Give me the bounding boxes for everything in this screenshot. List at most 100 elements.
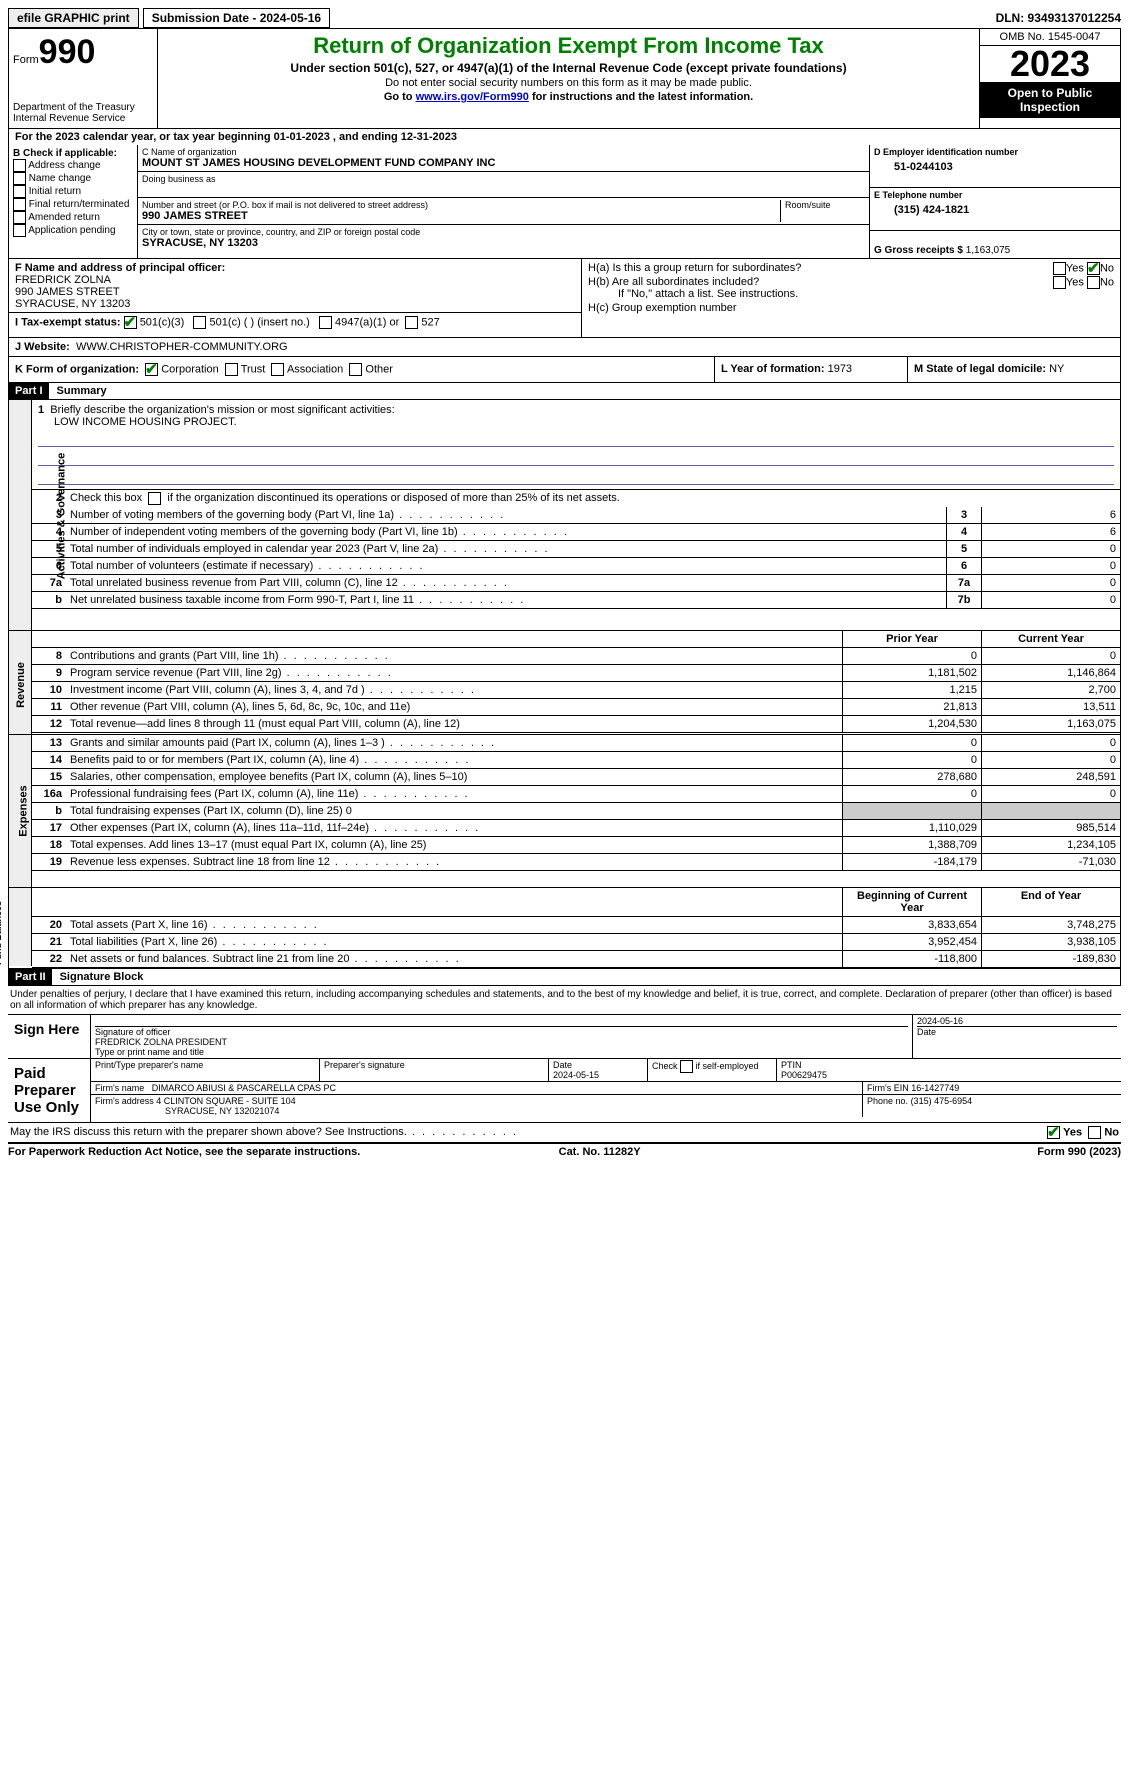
checkbox-corporation[interactable] (145, 363, 158, 376)
checkbox-discuss-no[interactable] (1088, 1126, 1101, 1139)
checkbox-address-change[interactable] (13, 159, 26, 172)
l9-current: 1,146,864 (981, 665, 1120, 681)
l17-prior: 1,110,029 (842, 820, 981, 836)
checkbox-association[interactable] (271, 363, 284, 376)
form-title: Return of Organization Exempt From Incom… (164, 33, 973, 59)
l10-current: 2,700 (981, 682, 1120, 698)
checkbox-amended-return[interactable] (13, 211, 26, 224)
signature-intro: Under penalties of perjury, I declare th… (8, 986, 1121, 1015)
l13-text: Grants and similar amounts paid (Part IX… (66, 735, 842, 751)
checkbox-initial-return[interactable] (13, 185, 26, 198)
checkbox-self-employed[interactable] (680, 1060, 693, 1073)
checkbox-ha-no[interactable] (1087, 262, 1100, 275)
m-label: M State of legal domicile: (914, 363, 1046, 375)
opt-501c3: 501(c)(3) (140, 316, 185, 328)
checkbox-application-pending[interactable] (13, 224, 26, 237)
opt-association: Association (287, 363, 343, 375)
phone-label: E Telephone number (874, 190, 1116, 200)
l6-text: Total number of volunteers (estimate if … (66, 558, 946, 574)
checkbox-discontinued[interactable] (148, 492, 161, 505)
checkbox-501c3[interactable] (124, 316, 137, 329)
checkbox-other[interactable] (349, 363, 362, 376)
l2-text: Check this box if the organization disco… (70, 492, 620, 504)
ein-value: 51-0244103 (874, 157, 1116, 173)
l7b-value: 0 (981, 592, 1120, 608)
ha-label: H(a) Is this a group return for subordin… (588, 262, 801, 274)
checkbox-name-change[interactable] (13, 172, 26, 185)
l10-text: Investment income (Part VIII, column (A)… (66, 682, 842, 698)
firm-name-value: DIMARCO ABIUSI & PASCARELLA CPAS PC (152, 1083, 336, 1093)
l15-text: Salaries, other compensation, employee b… (66, 769, 842, 785)
l10-prior: 1,215 (842, 682, 981, 698)
opt-amended-return: Amended return (28, 212, 100, 223)
section-h: H(a) Is this a group return for subordin… (582, 259, 1120, 337)
discuss-yes: Yes (1063, 1126, 1082, 1138)
hb-yes: Yes (1066, 276, 1084, 288)
checkbox-hb-no[interactable] (1087, 276, 1100, 289)
l6-value: 0 (981, 558, 1120, 574)
j-label: J Website: (15, 341, 70, 353)
l9-prior: 1,181,502 (842, 665, 981, 681)
prep-name-label: Print/Type preparer's name (95, 1060, 203, 1070)
l21-prior: 3,952,454 (842, 934, 981, 950)
dept-treasury: Department of the Treasury Internal Reve… (13, 102, 153, 124)
l16b-prior-grey (842, 803, 981, 819)
l12-prior: 1,204,530 (842, 716, 981, 732)
irs-link[interactable]: www.irs.gov/Form990 (416, 91, 529, 103)
checkbox-4947[interactable] (319, 316, 332, 329)
opt-initial-return: Initial return (29, 186, 81, 197)
org-address: 990 JAMES STREET (142, 210, 776, 222)
l18-current: 1,234,105 (981, 837, 1120, 853)
checkbox-501c[interactable] (193, 316, 206, 329)
room-label: Room/suite (785, 200, 865, 210)
checkbox-527[interactable] (405, 316, 418, 329)
ein-label: D Employer identification number (874, 147, 1116, 157)
checkbox-hb-yes[interactable] (1053, 276, 1066, 289)
goto-post: for instructions and the latest informat… (529, 91, 753, 103)
l17-text: Other expenses (Part IX, column (A), lin… (66, 820, 842, 836)
opt-application-pending: Application pending (28, 225, 115, 236)
l22-text: Net assets or fund balances. Subtract li… (66, 951, 842, 967)
form-number: 990 (39, 33, 96, 71)
checkbox-final-return[interactable] (13, 198, 26, 211)
opt-501c: 501(c) ( ) (insert no.) (210, 316, 310, 328)
k-label: K Form of organization: (15, 363, 139, 375)
opt-other: Other (365, 363, 393, 375)
date-label: Date (917, 1027, 936, 1037)
l18-prior: 1,388,709 (842, 837, 981, 853)
mission-text: LOW INCOME HOUSING PROJECT. (38, 416, 237, 428)
officer-printed: FREDRICK ZOLNA PRESIDENT (95, 1037, 227, 1047)
l11-prior: 21,813 (842, 699, 981, 715)
prep-sig-label: Preparer's signature (324, 1060, 405, 1070)
checkbox-ha-yes[interactable] (1053, 262, 1066, 275)
open-to-public: Open to Public Inspection (980, 82, 1120, 118)
part1-tag: Part I (9, 383, 49, 399)
form-subtitle-1: Under section 501(c), 527, or 4947(a)(1)… (164, 61, 973, 75)
checkbox-discuss-yes[interactable] (1047, 1126, 1060, 1139)
goto-pre: Go to (384, 91, 416, 103)
l8-prior: 0 (842, 648, 981, 664)
year-formation: 1973 (828, 363, 852, 375)
checkbox-trust[interactable] (225, 363, 238, 376)
l20-prior: 3,833,654 (842, 917, 981, 933)
prior-year-header: Prior Year (842, 631, 981, 647)
l11-current: 13,511 (981, 699, 1120, 715)
firm-ein-value: 16-1427749 (911, 1083, 959, 1093)
l16a-current: 0 (981, 786, 1120, 802)
efile-print-button[interactable]: efile GRAPHIC print (8, 8, 139, 28)
section-d-e-g: D Employer identification number51-02441… (870, 145, 1120, 258)
top-bar: efile GRAPHIC print Submission Date - 20… (8, 8, 1121, 28)
hb-no: No (1100, 276, 1114, 288)
opt-4947: 4947(a)(1) or (335, 316, 399, 328)
phone-value: (315) 424-1821 (874, 200, 1116, 216)
l16a-prior: 0 (842, 786, 981, 802)
org-city: SYRACUSE, NY 13203 (142, 237, 865, 249)
h-note: If "No," attach a list. See instructions… (588, 288, 1114, 300)
city-label: City or town, state or province, country… (142, 227, 865, 237)
l22-prior: -118,800 (842, 951, 981, 967)
dln: DLN: 93493137012254 (996, 11, 1121, 25)
l14-text: Benefits paid to or for members (Part IX… (66, 752, 842, 768)
hb-label: H(b) Are all subordinates included? (588, 276, 759, 288)
opt-trust: Trust (241, 363, 266, 375)
begin-year-header: Beginning of Current Year (842, 888, 981, 916)
